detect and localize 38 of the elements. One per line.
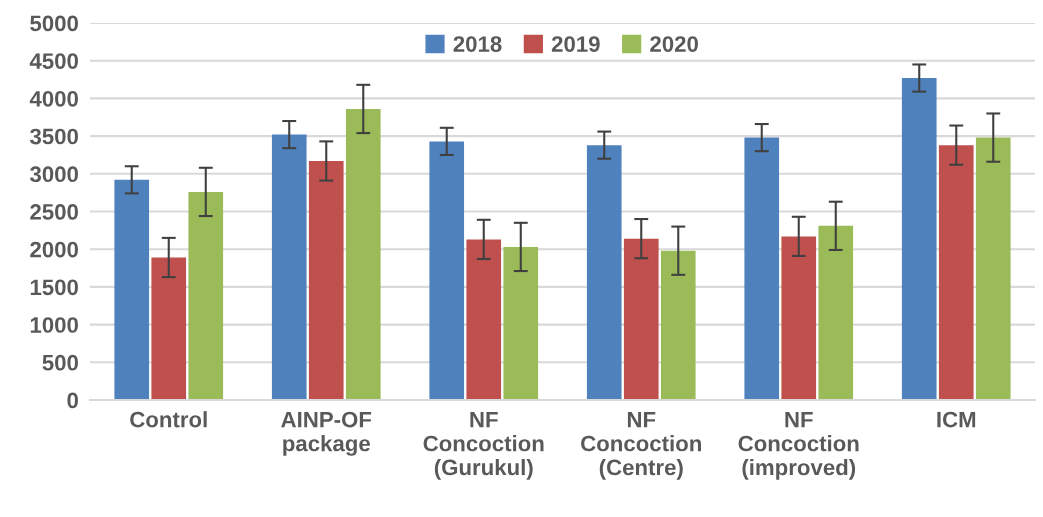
y-tick-label: 0 — [67, 392, 78, 409]
y-tick-label: 500 — [42, 354, 78, 371]
bar — [503, 246, 539, 400]
y-tick-label: 2500 — [30, 204, 78, 220]
bar — [744, 137, 780, 400]
x-tick-label: NF Concoction (Centre) — [581, 411, 701, 480]
y-tick-label: 1500 — [30, 279, 78, 296]
bar — [623, 238, 659, 400]
bar — [586, 145, 622, 400]
bar — [151, 257, 187, 400]
y-tick-label: 4500 — [29, 53, 78, 69]
x-tick-label: AINP-OF package — [281, 411, 372, 456]
y-tick-label: 4000 — [29, 90, 78, 107]
bar — [345, 108, 381, 400]
bar — [308, 160, 344, 400]
bar — [188, 191, 224, 400]
y-tick-label: 5000 — [30, 15, 78, 32]
bar — [114, 179, 150, 400]
bar — [660, 250, 696, 400]
x-tick-label: ICM — [937, 411, 976, 428]
bar — [781, 236, 817, 400]
bar — [901, 78, 937, 400]
bar — [818, 225, 854, 400]
y-tick-label: 3500 — [29, 128, 78, 145]
bar — [271, 134, 307, 400]
bar — [429, 141, 465, 400]
legend-label: 2018 — [453, 36, 502, 52]
x-tick-label: NF Concoction (Gurukul) — [423, 411, 544, 480]
x-tick-label: Control — [130, 411, 207, 428]
x-tick-label: NF Concoction (improved) — [738, 411, 859, 480]
legend-label: 2020 — [650, 36, 698, 52]
y-tick-label: 3000 — [29, 166, 78, 183]
bar — [975, 137, 1011, 400]
legend-label: 2019 — [551, 36, 600, 52]
y-tick-label: 1000 — [30, 317, 78, 333]
bar — [938, 145, 974, 400]
bar — [466, 239, 502, 400]
y-tick-label: 2000 — [30, 241, 78, 258]
